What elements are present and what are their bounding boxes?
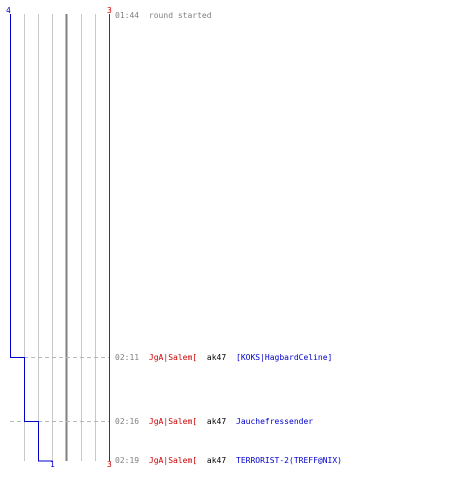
event-time: 02:19 — [115, 456, 139, 465]
event-killer: JgA|Salem[ — [149, 456, 197, 465]
event-row-kill: 02:11 JgA|Salem[ ak47 [KOKS|HagbardCelin… — [115, 353, 332, 362]
event-victim: TERRORIST-2(TREFF@NIX) — [236, 456, 342, 465]
event-victim: Jauchefressender — [236, 417, 313, 426]
event-text: round started — [149, 11, 212, 20]
event-weapon: ak47 — [207, 456, 226, 465]
event-weapon: ak47 — [207, 417, 226, 426]
blue-team-count-bottom: 1 — [50, 460, 55, 469]
blue-team-line — [10, 14, 53, 462]
event-time: 02:16 — [115, 417, 139, 426]
event-weapon: ak47 — [207, 353, 226, 362]
red-team-count-bottom: 3 — [107, 460, 112, 469]
red-team-count-top: 3 — [107, 6, 112, 15]
event-killer: JgA|Salem[ — [149, 417, 197, 426]
timeline-grid — [24, 14, 96, 461]
event-row-round-start: 01:44 round started — [115, 11, 212, 20]
event-victim: [KOKS|HagbardCeline] — [236, 353, 332, 362]
event-time: 01:44 — [115, 11, 139, 20]
event-time: 02:11 — [115, 353, 139, 362]
event-row-kill: 02:16 JgA|Salem[ ak47 Jauchefressender — [115, 417, 313, 426]
event-row-kill: 02:19 JgA|Salem[ ak47 TERRORIST-2(TREFF@… — [115, 456, 342, 465]
event-killer: JgA|Salem[ — [149, 353, 197, 362]
blue-team-count-top: 4 — [6, 6, 11, 15]
